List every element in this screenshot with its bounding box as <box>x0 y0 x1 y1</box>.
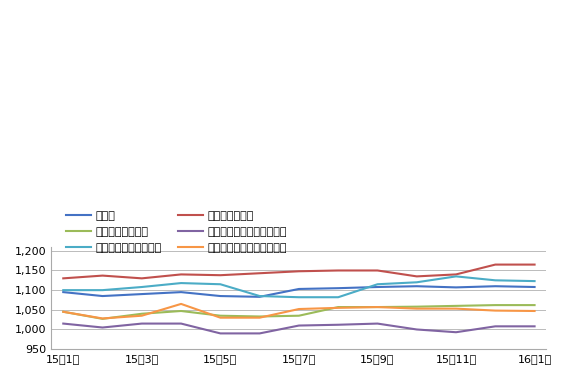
全職種 <box>178 290 185 294</box>
その他軽作業・物流・配送 <box>217 315 224 320</box>
検品・検査・調整 <box>453 304 460 308</box>
仕分け・梱包・ピッキング <box>217 331 224 336</box>
仕分け・梱包・ピッキング <box>139 321 145 326</box>
Line: 部品供給・充填・運搬: 部品供給・充填・運搬 <box>63 276 534 297</box>
その他軽作業・物流・配送 <box>99 316 106 321</box>
仕分け・梱包・ピッキング <box>60 321 66 326</box>
部品供給・充填・運搬 <box>99 288 106 293</box>
その他軽作業・物流・配送 <box>335 305 341 310</box>
その他軽作業・物流・配送 <box>414 306 420 311</box>
検品・検査・調整 <box>374 305 381 309</box>
部品供給・充填・運搬 <box>453 274 460 279</box>
フォークリフト <box>531 262 538 267</box>
その他軽作業・物流・配送 <box>139 313 145 318</box>
フォークリフト <box>99 273 106 278</box>
部品供給・充填・運搬 <box>60 288 66 293</box>
Line: 仕分け・梱包・ピッキング: 仕分け・梱包・ピッキング <box>63 324 534 334</box>
仕分け・梱包・ピッキング <box>414 327 420 332</box>
仕分け・梱包・ピッキング <box>531 324 538 329</box>
全職種 <box>295 287 302 291</box>
全職種 <box>139 292 145 296</box>
部品供給・充填・運搬 <box>217 282 224 287</box>
部品供給・充填・運搬 <box>178 281 185 285</box>
仕分け・梱包・ピッキング <box>99 325 106 330</box>
その他軽作業・物流・配送 <box>374 305 381 309</box>
フォークリフト <box>492 262 499 267</box>
全職種 <box>335 286 341 290</box>
部品供給・充填・運搬 <box>256 294 263 298</box>
Line: 全職種: 全職種 <box>63 286 534 297</box>
検品・検査・調整 <box>139 312 145 316</box>
Legend: 全職種, 検品・検査・調整, 部品供給・充填・運搬, フォークリフト, 仕分け・梱包・ピッキング, その他軽作業・物流・配送: 全職種, 検品・検査・調整, 部品供給・充填・運搬, フォークリフト, 仕分け・… <box>62 207 291 258</box>
フォークリフト <box>453 272 460 277</box>
部品供給・充填・運搬 <box>414 280 420 285</box>
Line: その他軽作業・物流・配送: その他軽作業・物流・配送 <box>63 304 534 318</box>
検品・検査・調整 <box>335 305 341 309</box>
その他軽作業・物流・配送 <box>453 306 460 311</box>
部品供給・充填・運搬 <box>374 282 381 287</box>
仕分け・梱包・ピッキング <box>335 323 341 327</box>
部品供給・充填・運搬 <box>139 285 145 289</box>
フォークリフト <box>414 274 420 279</box>
仕分け・梱包・ピッキング <box>178 321 185 326</box>
Line: フォークリフト: フォークリフト <box>63 265 534 278</box>
その他軽作業・物流・配送 <box>178 302 185 306</box>
全職種 <box>453 285 460 290</box>
仕分け・梱包・ピッキング <box>295 323 302 328</box>
その他軽作業・物流・配送 <box>531 309 538 313</box>
仕分け・梱包・ピッキング <box>374 321 381 326</box>
フォークリフト <box>60 276 66 280</box>
全職種 <box>492 284 499 288</box>
フォークリフト <box>256 271 263 276</box>
仕分け・梱包・ピッキング <box>492 324 499 329</box>
検品・検査・調整 <box>99 316 106 321</box>
検品・検査・調整 <box>60 310 66 314</box>
フォークリフト <box>139 276 145 280</box>
その他軽作業・物流・配送 <box>60 310 66 314</box>
全職種 <box>256 294 263 299</box>
フォークリフト <box>295 269 302 274</box>
全職種 <box>374 285 381 289</box>
検品・検査・調整 <box>295 313 302 318</box>
検品・検査・調整 <box>414 304 420 309</box>
部品供給・充填・運搬 <box>531 279 538 283</box>
全職種 <box>531 285 538 289</box>
仕分け・梱包・ピッキング <box>256 331 263 336</box>
フォークリフト <box>374 268 381 273</box>
全職種 <box>414 284 420 288</box>
フォークリフト <box>178 272 185 277</box>
全職種 <box>60 290 66 294</box>
フォークリフト <box>335 268 341 273</box>
Line: 検品・検査・調整: 検品・検査・調整 <box>63 305 534 319</box>
その他軽作業・物流・配送 <box>295 307 302 311</box>
その他軽作業・物流・配送 <box>492 309 499 313</box>
全職種 <box>217 294 224 298</box>
全職種 <box>99 294 106 298</box>
部品供給・充填・運搬 <box>335 295 341 299</box>
仕分け・梱包・ピッキング <box>453 330 460 335</box>
フォークリフト <box>217 273 224 277</box>
検品・検査・調整 <box>178 309 185 313</box>
部品供給・充填・運搬 <box>492 278 499 283</box>
検品・検査・調整 <box>217 313 224 318</box>
検品・検査・調整 <box>492 303 499 307</box>
部品供給・充填・運搬 <box>295 295 302 299</box>
検品・検査・調整 <box>256 314 263 319</box>
検品・検査・調整 <box>531 303 538 307</box>
その他軽作業・物流・配送 <box>256 315 263 320</box>
